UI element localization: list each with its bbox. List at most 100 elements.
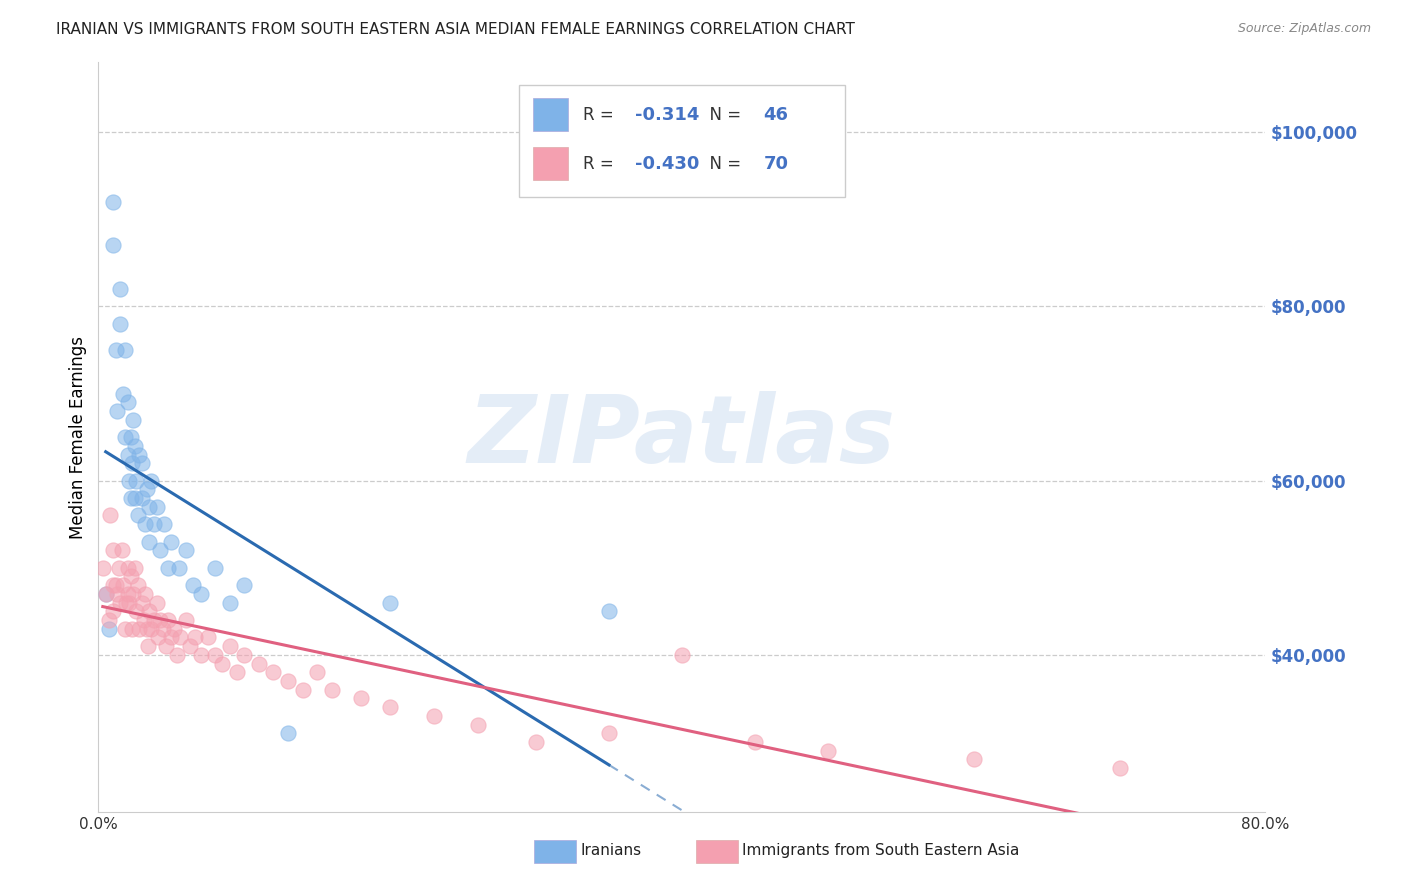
Point (124, 439, 146, 453)
Point (423, 709, 446, 723)
Point (218, 596, 240, 610)
Point (122, 587, 145, 601)
Point (128, 622, 150, 636)
Point (146, 500, 169, 514)
Point (598, 726, 620, 740)
Point (166, 648, 188, 662)
Point (124, 561, 146, 575)
Point (291, 682, 314, 697)
Point (117, 587, 139, 601)
Point (671, 648, 693, 662)
Point (190, 587, 212, 601)
Point (128, 448, 150, 462)
Point (155, 639, 177, 653)
Point (135, 622, 157, 636)
Text: N =: N = (699, 106, 747, 124)
Point (121, 622, 143, 636)
Point (174, 613, 197, 627)
Point (117, 561, 139, 575)
Point (114, 430, 136, 444)
Point (138, 534, 160, 549)
Point (142, 517, 165, 532)
Point (136, 639, 159, 653)
Point (104, 343, 127, 357)
Text: Immigrants from South Eastern Asia: Immigrants from South Eastern Asia (742, 843, 1019, 857)
Point (157, 561, 180, 575)
Point (121, 456, 143, 470)
Point (157, 613, 180, 627)
Text: -0.314: -0.314 (636, 106, 700, 124)
Point (167, 561, 190, 575)
FancyBboxPatch shape (519, 85, 845, 197)
Point (160, 534, 183, 549)
Point (262, 665, 284, 680)
Point (110, 317, 132, 331)
Point (142, 613, 165, 627)
Point (134, 587, 156, 601)
Point (112, 578, 135, 592)
Point (148, 631, 170, 645)
Y-axis label: Median Female Earnings: Median Female Earnings (69, 335, 87, 539)
Point (962, 752, 984, 766)
Point (114, 622, 136, 636)
Point (105, 404, 128, 418)
Point (101, 604, 124, 618)
Point (132, 613, 155, 627)
Text: R =: R = (582, 106, 619, 124)
FancyBboxPatch shape (533, 98, 568, 131)
Text: 70: 70 (763, 154, 789, 172)
Point (104, 578, 127, 592)
Text: -0.430: -0.430 (636, 154, 700, 172)
Point (94, 587, 117, 601)
Point (131, 456, 153, 470)
Point (181, 578, 204, 592)
Point (120, 430, 142, 444)
Point (204, 561, 226, 575)
Point (174, 543, 197, 558)
Point (247, 657, 270, 671)
Point (105, 587, 128, 601)
Point (524, 735, 547, 749)
Point (153, 517, 176, 532)
Point (134, 517, 156, 532)
Point (146, 596, 169, 610)
Text: IRANIAN VS IMMIGRANTS FROM SOUTH EASTERN ASIA MEDIAN FEMALE EARNINGS CORRELATION: IRANIAN VS IMMIGRANTS FROM SOUTH EASTERN… (56, 22, 855, 37)
Point (120, 569, 142, 583)
Point (110, 596, 132, 610)
Point (190, 648, 212, 662)
Point (204, 648, 226, 662)
Point (152, 622, 174, 636)
Point (817, 744, 839, 758)
Point (277, 726, 299, 740)
Point (160, 631, 183, 645)
Point (179, 639, 201, 653)
Point (218, 639, 240, 653)
Point (139, 622, 162, 636)
Point (211, 657, 233, 671)
Point (131, 596, 153, 610)
Point (117, 448, 139, 462)
Point (127, 578, 149, 592)
Point (114, 343, 136, 357)
Point (111, 543, 134, 558)
Point (1108, 761, 1130, 775)
Text: ZIPatlas: ZIPatlas (468, 391, 896, 483)
Point (744, 735, 766, 749)
Point (118, 596, 141, 610)
Point (118, 474, 141, 488)
Point (350, 691, 373, 706)
Point (94, 587, 117, 601)
Point (91, 561, 114, 575)
Point (117, 395, 139, 409)
Point (321, 682, 343, 697)
Point (169, 631, 191, 645)
Point (131, 491, 153, 505)
Point (380, 596, 402, 610)
Point (98, 508, 121, 523)
Text: Iranians: Iranians (581, 843, 641, 857)
Point (125, 604, 148, 618)
Point (233, 648, 256, 662)
Point (138, 604, 160, 618)
Point (97, 622, 120, 636)
Point (135, 483, 157, 497)
